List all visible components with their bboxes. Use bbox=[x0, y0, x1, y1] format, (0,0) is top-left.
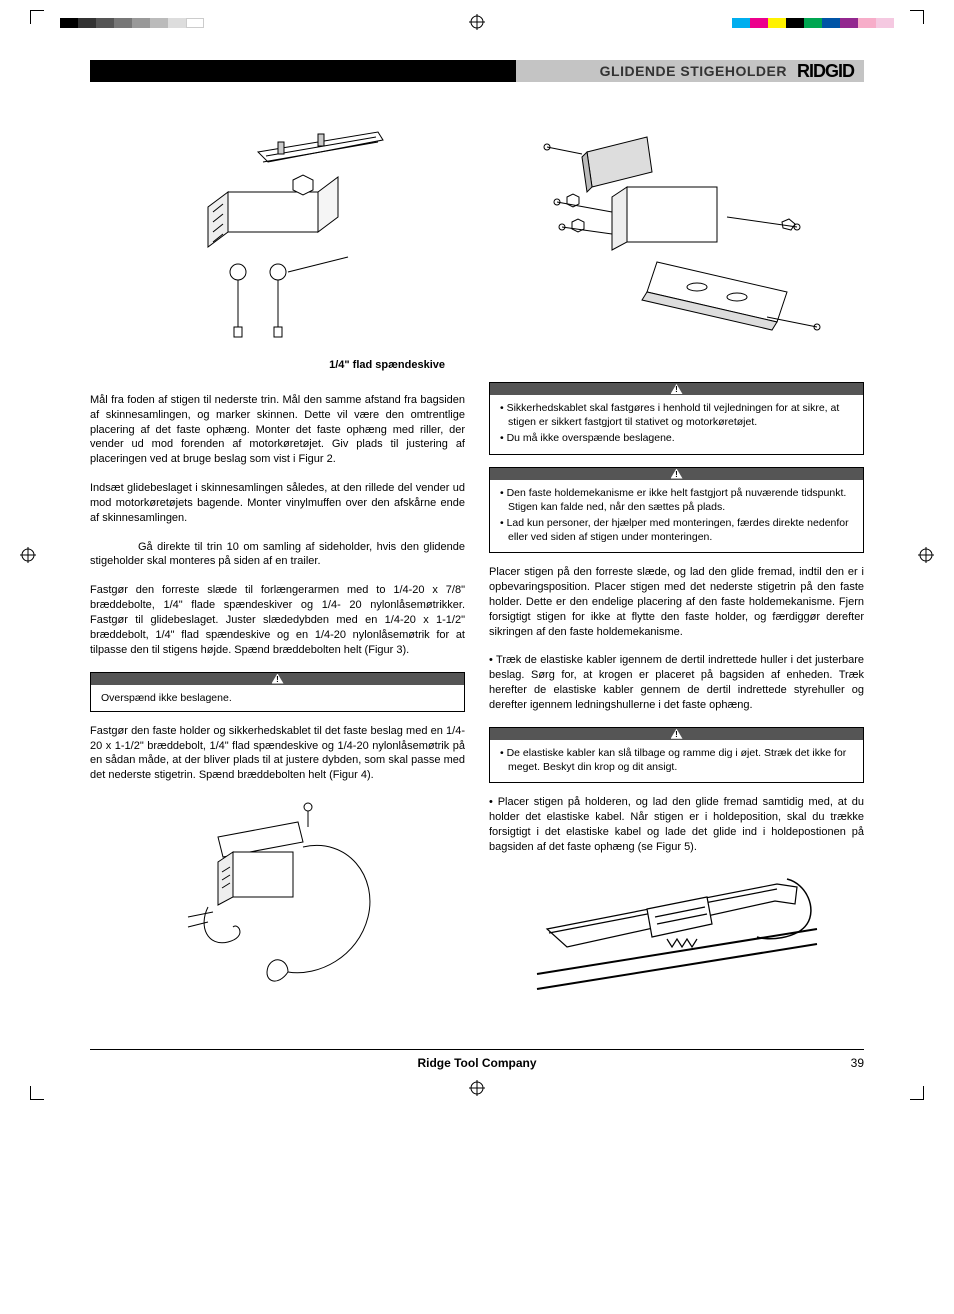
warning-icon bbox=[671, 384, 683, 394]
warning-icon bbox=[671, 469, 683, 479]
warning-text: Overspænd ikke beslagene. bbox=[101, 692, 232, 704]
content-columns: 1/4" flad spændeskive Mål fra foden af s… bbox=[90, 112, 864, 1029]
brand-logo: RIDGID bbox=[797, 61, 854, 82]
paragraph: Placer stigen på den forreste slæde, og … bbox=[489, 565, 864, 639]
footer: Ridge Tool Company 39 bbox=[90, 1049, 864, 1070]
figure-5 bbox=[489, 869, 864, 1009]
page-number: 39 bbox=[851, 1056, 864, 1070]
header-black-segment bbox=[90, 60, 516, 82]
paragraph: Gå direkte til trin 10 om samling af sid… bbox=[90, 540, 465, 570]
paragraph: Fastgør den faste holder og sikkerhedska… bbox=[90, 724, 465, 783]
paragraph: Indsæt glidebeslaget i skinnesamlingen s… bbox=[90, 481, 465, 526]
warning-item: • Sikkerhedskablet skal fastgøres i henh… bbox=[500, 401, 853, 429]
warning-item: • Den faste holdemekanisme er ikke helt … bbox=[500, 486, 853, 514]
left-column: 1/4" flad spændeskive Mål fra foden af s… bbox=[90, 112, 465, 1029]
paragraph: • Placer stigen på holderen, og lad den … bbox=[489, 795, 864, 854]
warning-body: • De elastiske kabler kan slå tilbage og… bbox=[490, 740, 863, 782]
warning-item: • Lad kun personer, der hjælper med mont… bbox=[500, 516, 853, 544]
figure-3 bbox=[489, 122, 864, 362]
figure-2-label: 1/4" flad spændeskive bbox=[90, 358, 465, 373]
warning-item: • De elastiske kabler kan slå tilbage og… bbox=[500, 746, 853, 774]
warning-header bbox=[490, 468, 863, 480]
page: GLIDENDE STIGEHOLDER RIDGID bbox=[0, 0, 954, 1110]
paragraph: Mål fra foden af stigen til nederste tri… bbox=[90, 393, 465, 467]
paragraph: Fastgør den forreste slæde til forlænger… bbox=[90, 583, 465, 657]
warning-item: • Du må ikke overspænde beslagene. bbox=[500, 431, 853, 445]
warning-box: • De elastiske kabler kan slå tilbage og… bbox=[489, 727, 864, 783]
figure-4 bbox=[90, 797, 465, 997]
warning-body: Overspænd ikke beslagene. bbox=[91, 685, 464, 711]
footer-company: Ridge Tool Company bbox=[417, 1056, 536, 1070]
right-column: • Sikkerhedskablet skal fastgøres i henh… bbox=[489, 112, 864, 1029]
warning-header bbox=[91, 673, 464, 685]
warning-box: • Den faste holdemekanisme er ikke helt … bbox=[489, 467, 864, 554]
warning-box: Overspænd ikke beslagene. bbox=[90, 672, 465, 712]
header-bar: GLIDENDE STIGEHOLDER RIDGID bbox=[90, 60, 864, 82]
figure-2: 1/4" flad spændeskive bbox=[90, 122, 465, 373]
warning-box: • Sikkerhedskablet skal fastgøres i henh… bbox=[489, 382, 864, 455]
header-title: GLIDENDE STIGEHOLDER bbox=[600, 63, 787, 79]
paragraph: • Træk de elastiske kabler igennem de de… bbox=[489, 653, 864, 712]
warning-header bbox=[490, 383, 863, 395]
warning-icon bbox=[671, 729, 683, 739]
header-gray-segment: GLIDENDE STIGEHOLDER RIDGID bbox=[516, 60, 864, 82]
warning-header bbox=[490, 728, 863, 740]
warning-body: • Sikkerhedskablet skal fastgøres i henh… bbox=[490, 395, 863, 454]
warning-body: • Den faste holdemekanisme er ikke helt … bbox=[490, 480, 863, 553]
warning-icon bbox=[272, 674, 284, 684]
